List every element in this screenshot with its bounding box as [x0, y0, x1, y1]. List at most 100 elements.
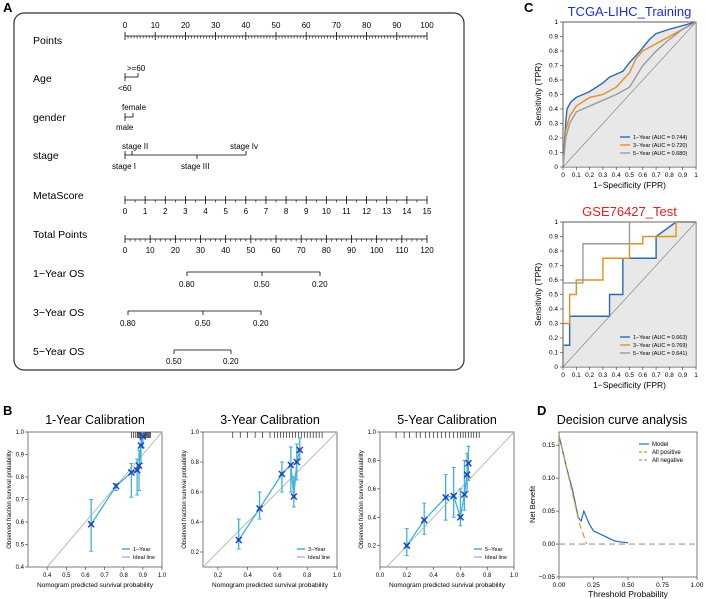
calibration-cross-marker — [137, 441, 145, 450]
calibration-y-tick-label: 0.8 — [16, 475, 25, 481]
row-label-gender: gender — [33, 112, 66, 124]
roc-series-line-1 — [562, 221, 696, 367]
calibration-cross-marker — [235, 536, 243, 544]
metascore-axis-tick-label: 8 — [284, 207, 289, 216]
points-axis-tick-label: 50 — [272, 21, 281, 30]
calibration-y-tick-label: 0.6 — [368, 487, 377, 493]
os1-tick-2: 0.20 — [312, 280, 328, 289]
calibration-x-tick-label: 0.9 — [139, 573, 148, 579]
metascore-axis-tick-label: 2 — [163, 207, 168, 216]
roc-y-tick-label: 0.4 — [549, 106, 558, 113]
dca-x-label: Threshold Probability — [588, 589, 669, 599]
calibration-x-tick-label: 0.4 — [43, 573, 52, 579]
roc-y-tick-label: 0.2 — [549, 335, 558, 342]
os3-tick-2: 0.20 — [253, 319, 269, 328]
roc-x-tick-label: 0.4 — [612, 372, 621, 379]
calibration-y-tick-label: 0.8 — [191, 460, 200, 466]
calibration-5-year-chart: 5-Year Calibration 0.0 0.2 0.4 0.6 0.8 1.0 0.2 0… — [359, 413, 519, 589]
stage-iii-label: stage III — [181, 162, 209, 171]
gender-scale — [124, 113, 134, 121]
calibration-ideal-line — [46, 431, 163, 568]
age-lower-label: <60 — [118, 84, 132, 93]
roc-x-tick-label: 0.3 — [598, 172, 607, 179]
roc-legend-label: 3−Year (AUC = 0.720) — [633, 143, 687, 149]
calibration-legend-label: 3−Year — [308, 547, 326, 553]
panel-label-b: B — [3, 403, 12, 418]
roc-series-line-1 — [562, 21, 697, 168]
calibration-title: 3-Year Calibration — [220, 413, 320, 427]
roc-x-label: 1−Specificity (FPR) — [593, 380, 666, 390]
os1-scale — [186, 271, 321, 276]
os1-tick-1: 0.50 — [254, 280, 270, 289]
panel-label-c: C — [524, 0, 534, 15]
roc-y-tick-label: 0.1 — [549, 350, 558, 357]
calibration-y-label: Observed fraction survival probability — [182, 450, 188, 548]
points-axis-tick-label: 20 — [181, 21, 190, 30]
calibration-y-tick-label: 1.0 — [191, 430, 200, 436]
metascore-axis-tick-label: 12 — [362, 207, 371, 216]
dca-y-tick-label: 0.10 — [542, 475, 555, 482]
calibration-cross-marker — [87, 520, 95, 528]
roc-y-label: Sensitivity (TPR) — [533, 263, 543, 326]
roc-x-tick-label: 0.3 — [598, 372, 607, 379]
roc-title: GSE76427_Test — [582, 204, 677, 219]
nomogram-frame — [13, 12, 465, 371]
roc-y-tick-label: 0.1 — [549, 150, 558, 157]
calibration-legend-label: Ideal line — [485, 555, 507, 561]
stage-scale — [124, 151, 247, 159]
age-scale — [124, 73, 139, 81]
roc-y-tick-label: 0.6 — [549, 277, 558, 284]
calibration-cross-marker — [456, 513, 464, 521]
roc-x-tick-label: 0.2 — [585, 172, 594, 179]
roc-x-tick-label: 0.5 — [625, 372, 634, 379]
calibration-curve — [406, 463, 470, 547]
row-label-age: Age — [33, 73, 52, 85]
roc-legend-label: 1−Year (AUC = 0.744) — [633, 135, 687, 141]
roc-y-tick-label: 0.9 — [549, 234, 558, 241]
roc-y-tick-label: 0 — [554, 164, 558, 171]
os5-scale — [173, 349, 232, 354]
gender-lower-label: male — [116, 123, 134, 132]
os5-tick-0: 0.50 — [166, 357, 182, 366]
roc-x-tick-label: 0.8 — [665, 372, 674, 379]
points-axis-tick-label: 0 — [123, 21, 128, 30]
roc-y-tick-label: 0.3 — [549, 321, 558, 328]
points-axis-tick-label: 40 — [241, 21, 250, 30]
points-axis-tick-label: 100 — [420, 21, 434, 30]
panel-label-d: D — [537, 403, 546, 418]
total-axis-tick-label: 0 — [123, 246, 128, 255]
stage-i-label: stage I — [112, 162, 136, 171]
dca-legend-label: Model — [652, 442, 668, 448]
roc-x-tick-label: 0.8 — [665, 172, 674, 179]
total-points-axis: 0 10 20 30 40 50 60 70 80 90 100 110 120 — [123, 235, 434, 255]
total-axis-tick-label: 90 — [347, 246, 356, 255]
roc-x-tick-label: 0 — [561, 372, 565, 379]
points-axis-tick-label: 70 — [332, 21, 341, 30]
roc-y-tick-label: 0.9 — [549, 34, 558, 41]
calibration-y-tick-label: 0.8 — [368, 458, 377, 464]
calibration-legend-label: Ideal line — [308, 555, 330, 561]
calibration-x-tick-label: 0.6 — [273, 573, 282, 579]
calibration-cross-marker — [256, 504, 264, 513]
calibration-cross-marker — [127, 468, 135, 477]
metascore-axis-tick-label: 1 — [143, 207, 148, 216]
row-label-5-year-os: 5−Year OS — [33, 346, 84, 358]
calibration-cross-marker — [296, 446, 304, 454]
calibration-y-tick-label: 1.0 — [16, 430, 25, 436]
calibration-x-tick-label: 0.8 — [483, 573, 492, 579]
roc-legend-label: 5−Year (AUC = 0.680) — [633, 151, 687, 157]
roc-y-tick-label: 0.8 — [549, 248, 558, 255]
calibration-cross-marker — [135, 462, 143, 470]
calibration-cross-marker — [112, 482, 120, 490]
metascore-axis-tick-label: 7 — [264, 207, 269, 216]
roc-x-tick-label: 0.2 — [585, 372, 594, 379]
gender-upper-label: female — [122, 103, 147, 112]
metascore-axis-tick-label: 15 — [423, 207, 432, 216]
calibration-y-tick-label: 1.0 — [368, 430, 377, 436]
calibration-cross-marker — [290, 492, 298, 501]
roc-x-tick-label: 0.9 — [678, 172, 687, 179]
calibration-title: 5-Year Calibration — [397, 413, 497, 427]
metascore-axis-tick-label: 10 — [322, 207, 331, 216]
dca-plot-area — [558, 431, 698, 578]
